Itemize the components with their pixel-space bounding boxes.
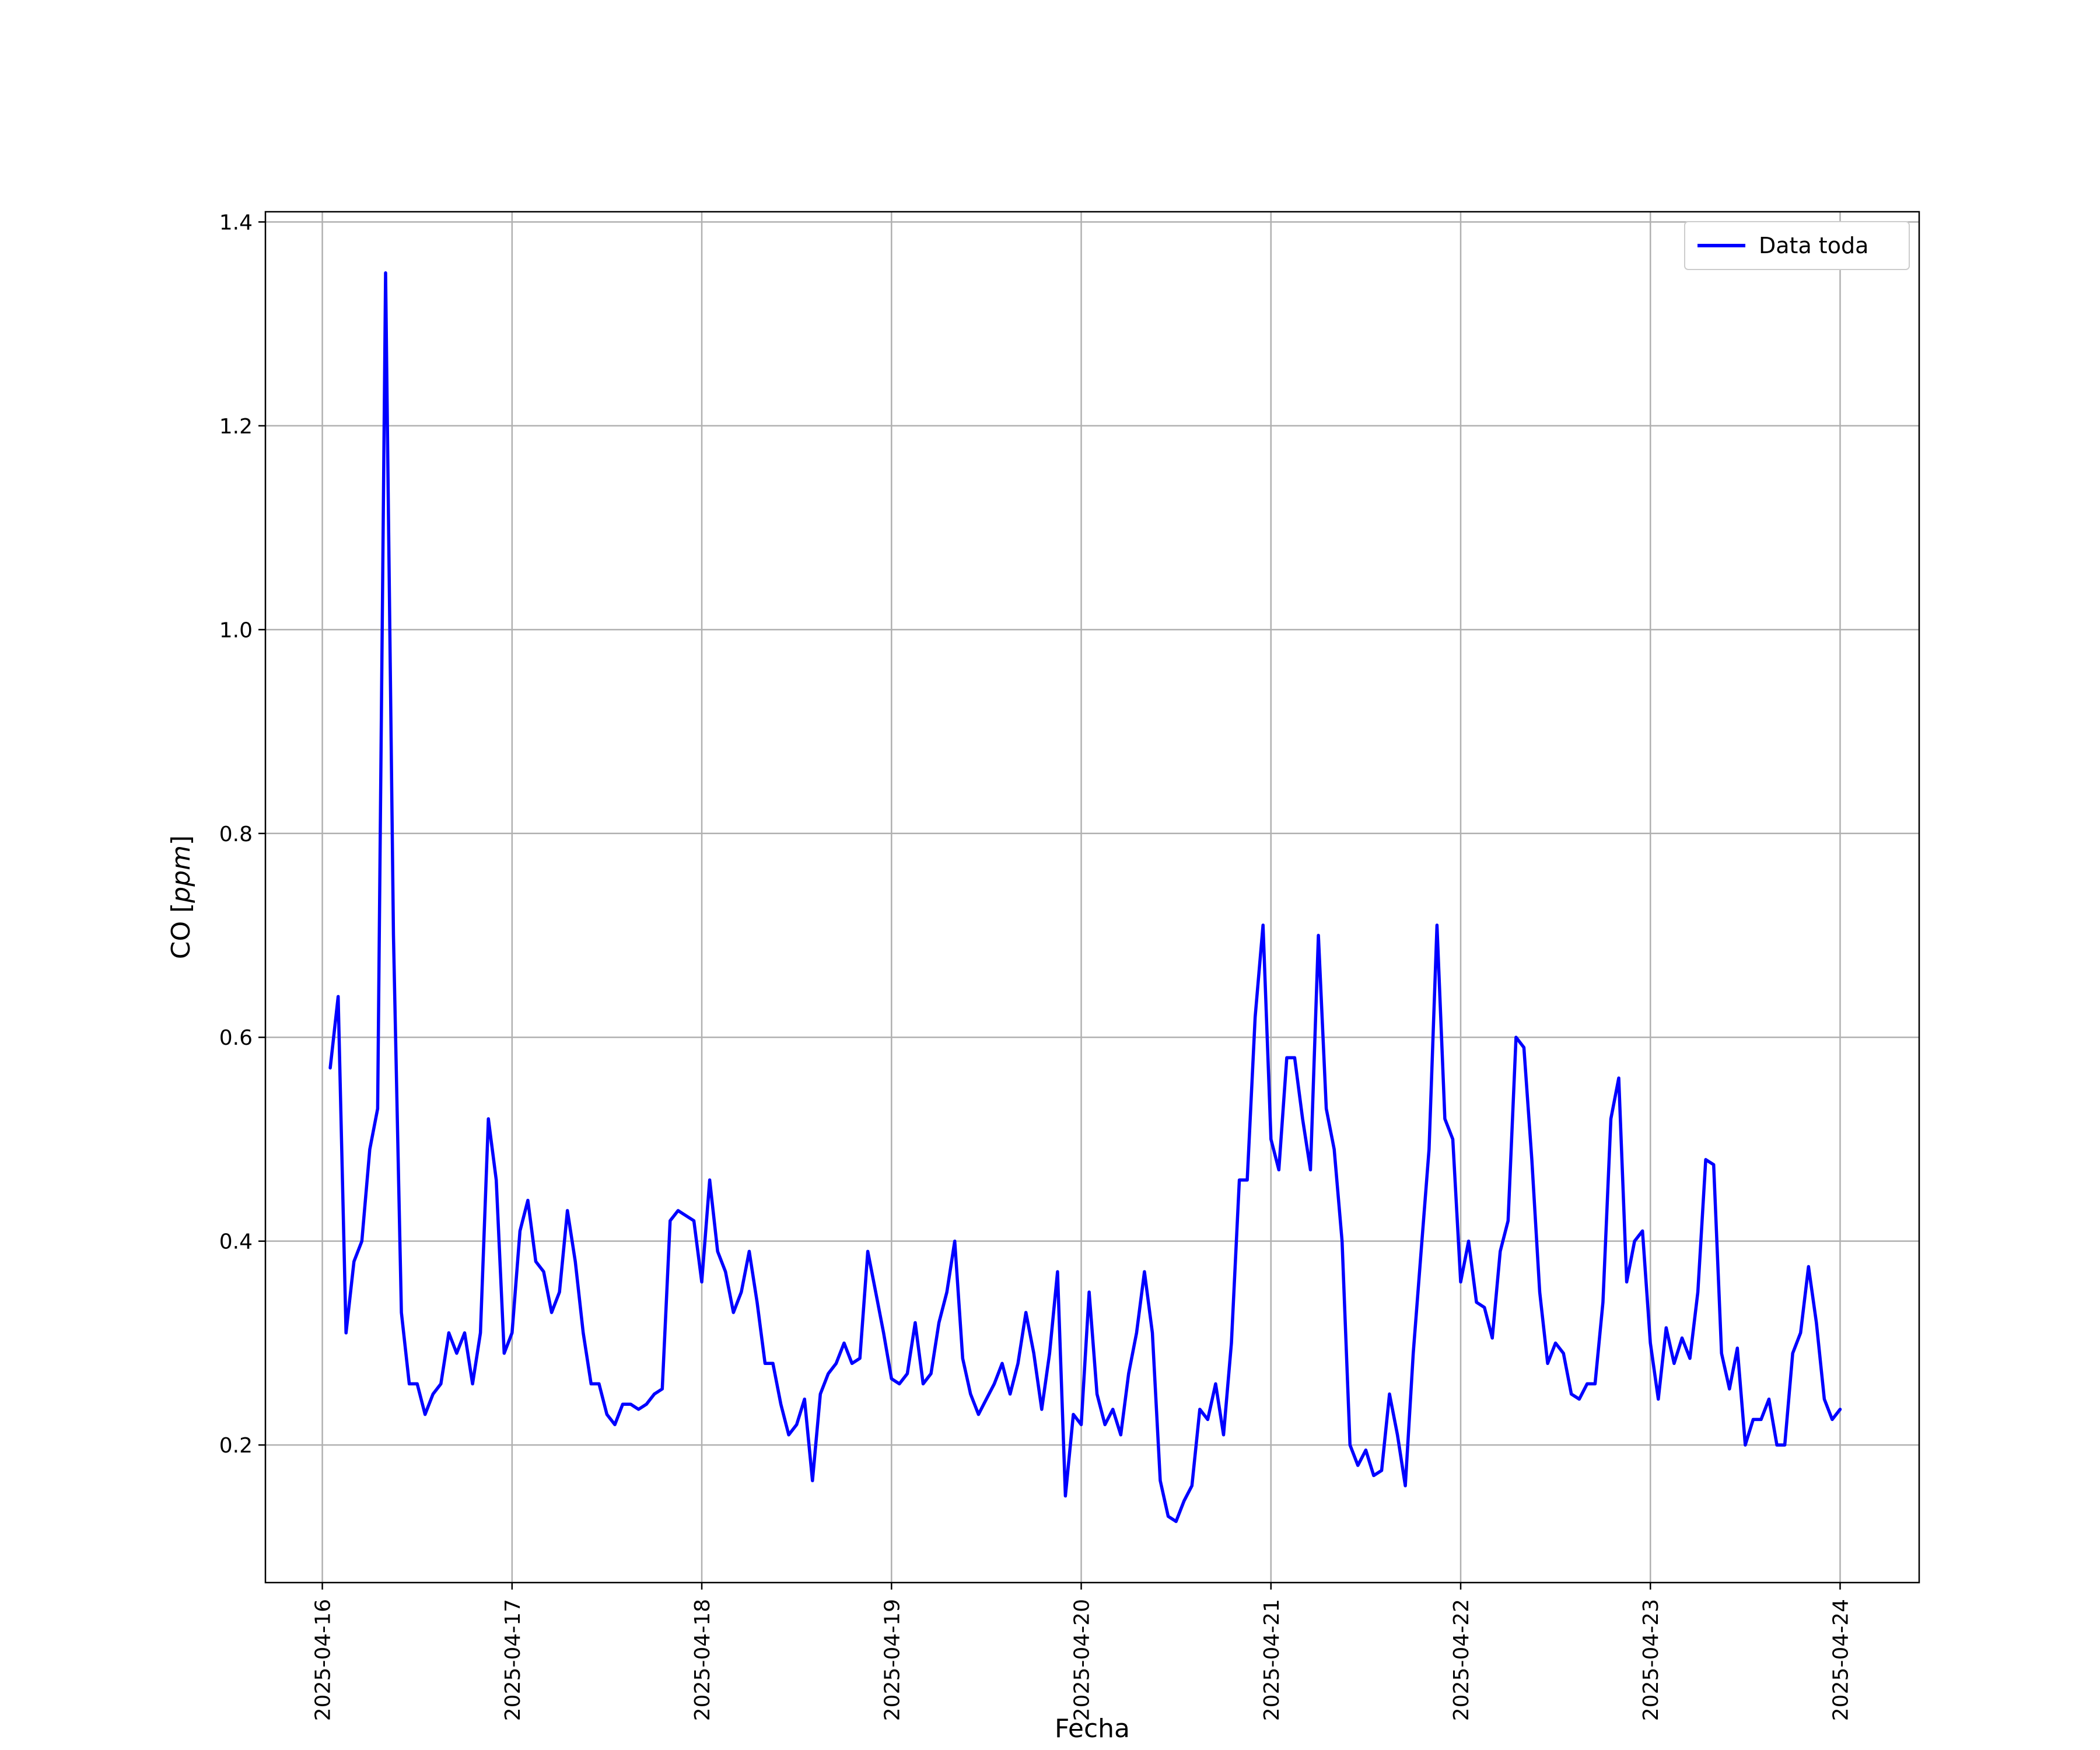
x-tick-label: 2025-04-24 xyxy=(1829,1599,1853,1721)
legend-box xyxy=(1684,221,1910,270)
y-tick-label: 0.8 xyxy=(219,822,253,846)
x-tick-label: 2025-04-17 xyxy=(501,1599,525,1721)
y-tick-label: 1.2 xyxy=(219,415,253,439)
series-layer xyxy=(328,271,1842,1523)
series-line-data-toda xyxy=(328,271,1842,1523)
y-tick-label: 1.0 xyxy=(219,618,253,642)
legend: Data toda xyxy=(1684,221,1910,270)
y-tick-label: 1.4 xyxy=(219,211,253,235)
x-tick-label: 2025-04-19 xyxy=(880,1599,904,1721)
y-axis-title: CO [ppm] xyxy=(166,835,196,959)
y-axis-ticks: 0.2 0.4 0.6 0.8 1.0 1.2 1.4 xyxy=(219,211,265,1458)
y-tick-label: 0.2 xyxy=(219,1434,253,1458)
x-tick-label: 2025-04-18 xyxy=(691,1599,715,1721)
x-tick-label: 2025-04-16 xyxy=(312,1599,335,1721)
x-tick-label: 2025-04-23 xyxy=(1639,1599,1663,1721)
x-axis-ticks: 2025-04-16 2025-04-17 2025-04-18 2025-04-19… xyxy=(312,1583,1853,1721)
x-tick-label: 2025-04-20 xyxy=(1070,1599,1094,1721)
y-tick-label: 0.6 xyxy=(219,1026,253,1050)
x-tick-label: 2025-04-22 xyxy=(1450,1599,1474,1721)
x-tick-label: 2025-04-21 xyxy=(1260,1599,1284,1721)
y-tick-label: 0.4 xyxy=(219,1230,253,1254)
x-axis-title: Fecha xyxy=(1055,1714,1130,1744)
legend-label-data-toda: Data toda xyxy=(1759,233,1868,258)
plot-frame xyxy=(264,211,1920,1584)
grid-lines xyxy=(265,212,1919,1583)
